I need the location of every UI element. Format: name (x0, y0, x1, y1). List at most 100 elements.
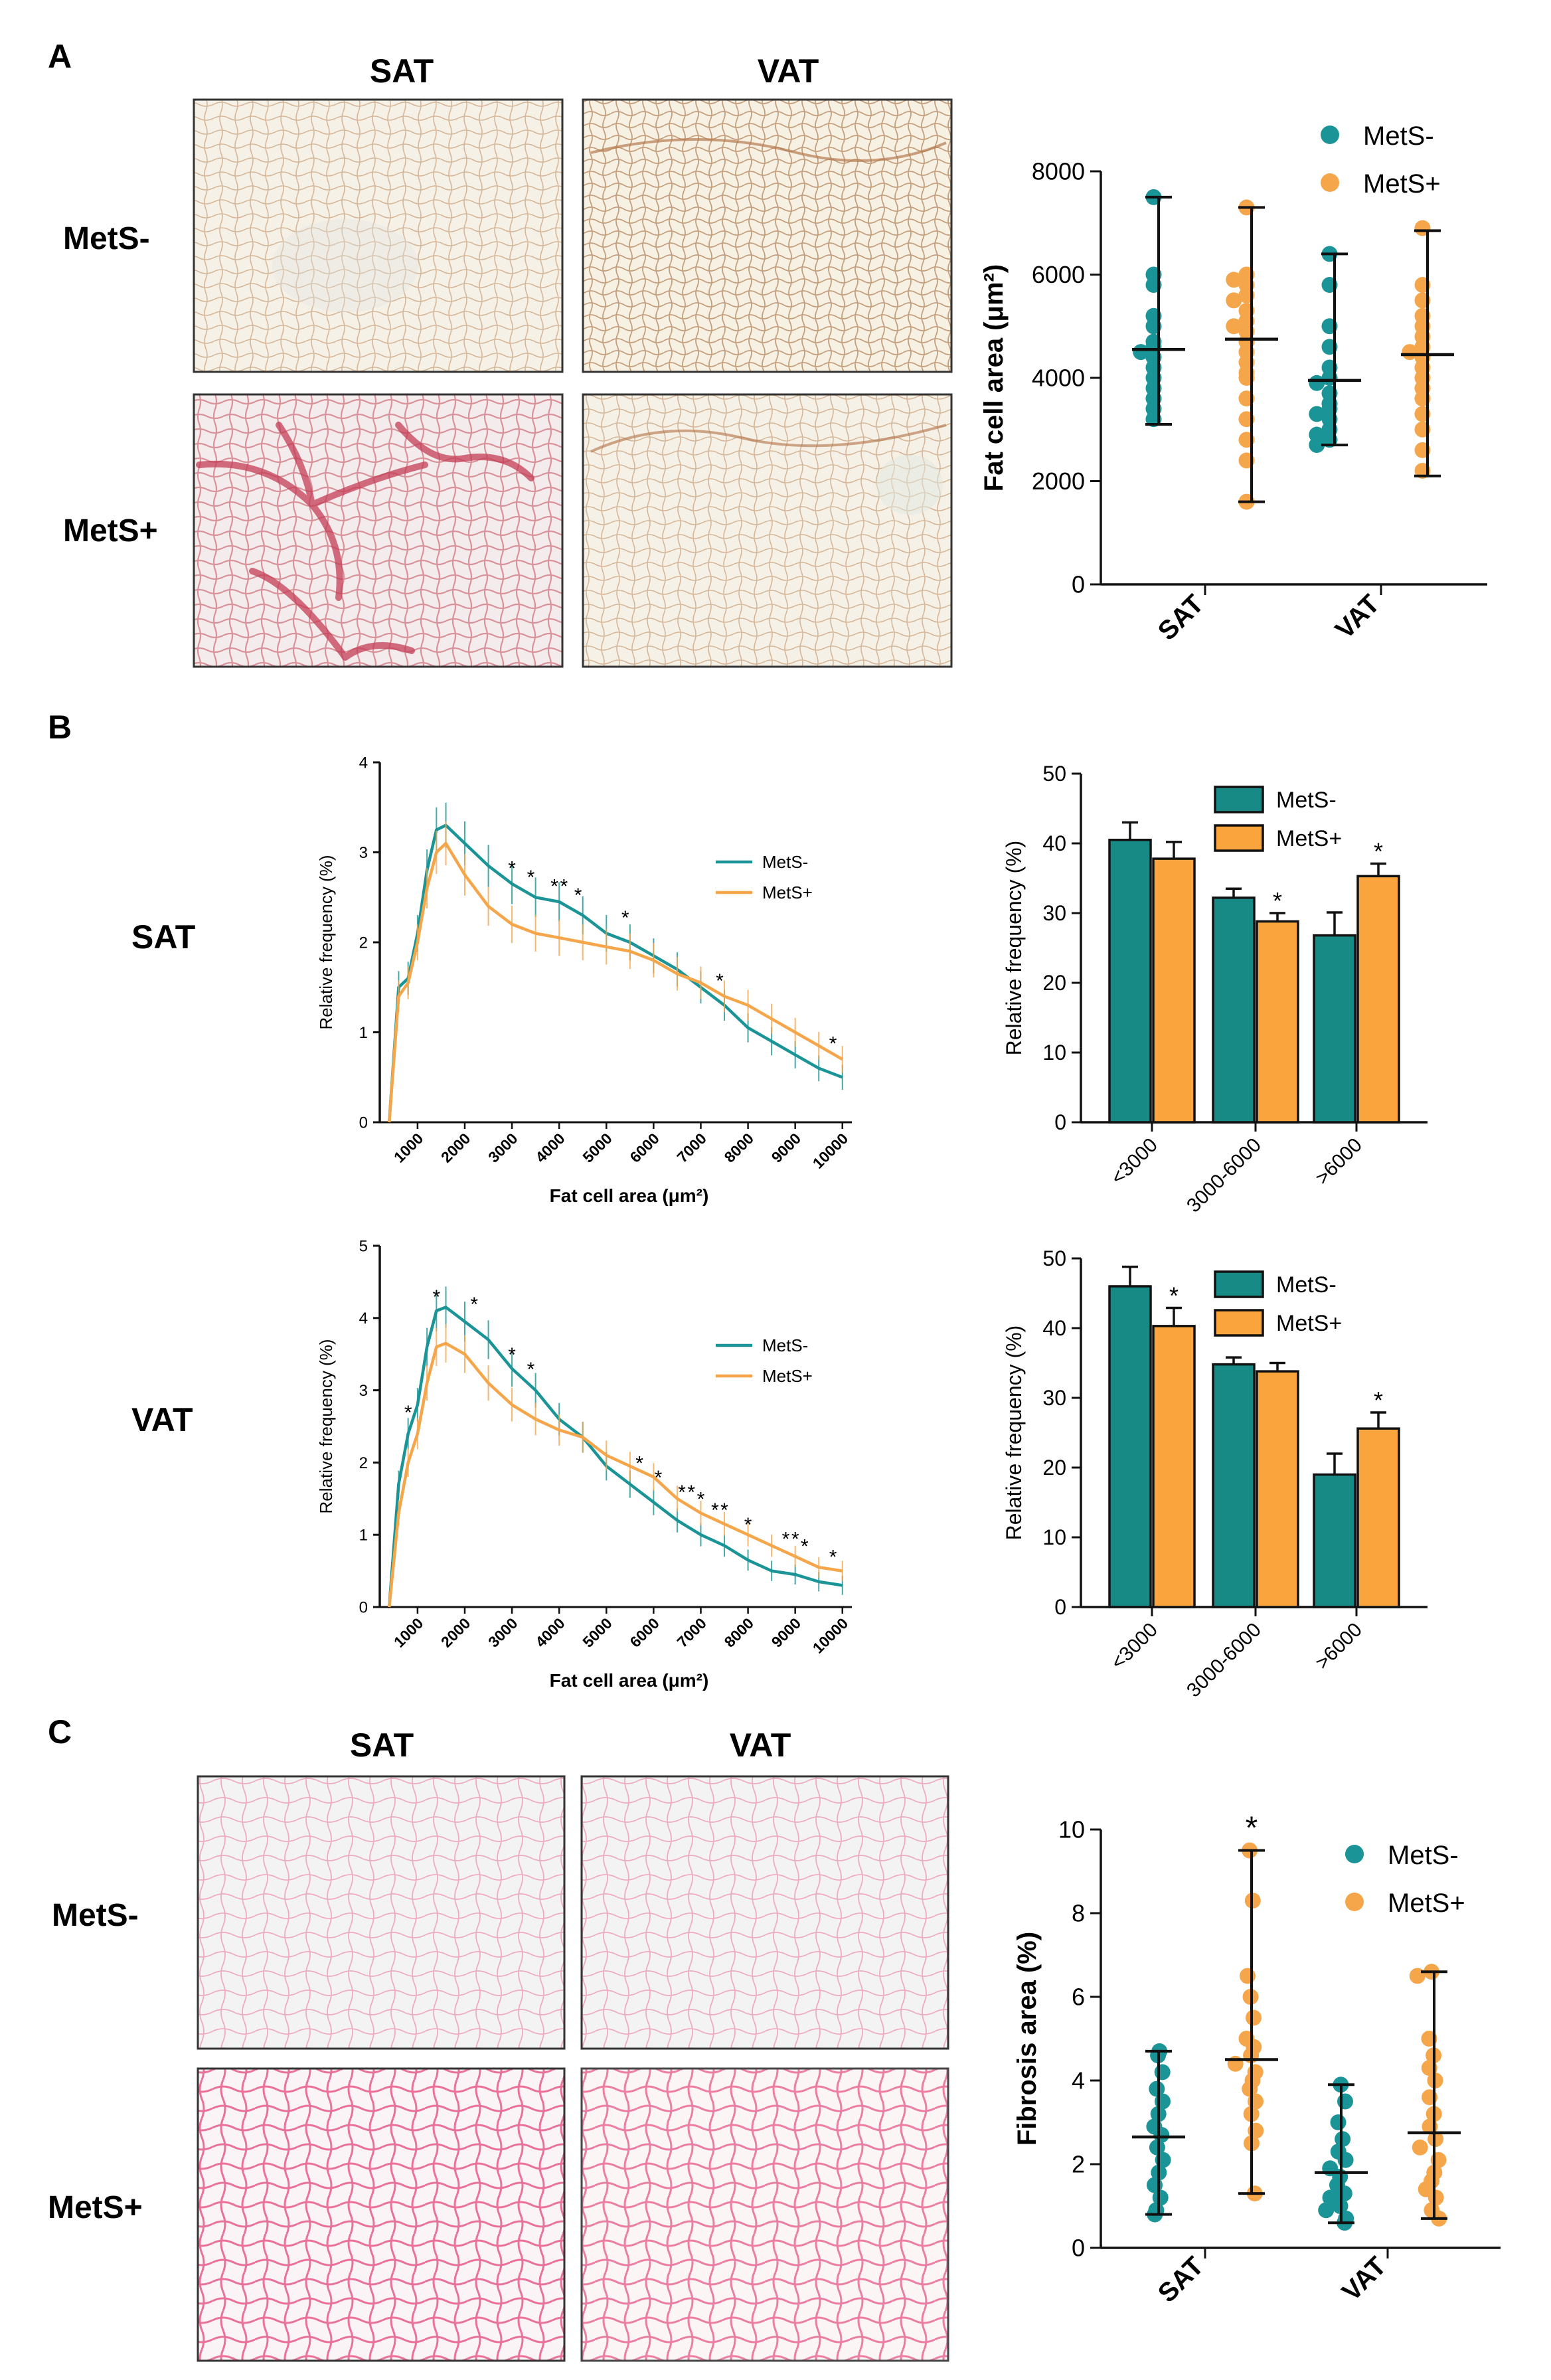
significance-mark: * (711, 1499, 719, 1521)
x-tick-label: 5000 (579, 1130, 615, 1166)
panel-label-a: A (48, 38, 72, 75)
x-tick-label: 10000 (809, 1614, 852, 1657)
panel-c-col-header-vat: VAT (730, 1727, 791, 1764)
x-tick-label: 4000 (532, 1614, 568, 1651)
y-tick-label: 2 (1072, 2151, 1085, 2178)
y-tick-label: 4 (359, 1310, 368, 1327)
x-tick-label: 6000 (626, 1130, 663, 1166)
y-tick-label: 1 (359, 1527, 368, 1545)
series-line (387, 841, 843, 1123)
significance-mark: * (560, 875, 568, 897)
x-tick-label: 3000 (485, 1614, 521, 1651)
legend-marker (1321, 173, 1339, 192)
x-category-label: >6000 (1311, 1619, 1366, 1674)
x-tick-label: 1000 (390, 1614, 427, 1651)
bar (1152, 857, 1196, 1124)
bar (1256, 920, 1299, 1124)
significance-mark: * (550, 875, 558, 897)
y-tick-label: 5 (359, 1237, 368, 1255)
legend-label: MetS+ (1276, 826, 1342, 851)
significance-mark: * (1169, 1282, 1179, 1310)
legend-label: MetS+ (762, 883, 813, 902)
significance-mark: * (791, 1529, 799, 1551)
significance-mark: * (1246, 1811, 1258, 1846)
legend-label: MetS+ (1388, 1889, 1465, 1918)
chart-b-sat-distribution: 0 1 2 3 4 Relative frequency (%) 1000 2000 3000 4… (316, 754, 852, 1206)
legend-label: MetS+ (1276, 1311, 1342, 1336)
panel-b-row-label-vat: VAT (131, 1401, 193, 1438)
legend-marker (1345, 1845, 1364, 1863)
y-tick-label: 4 (1072, 2067, 1085, 2094)
bar (1212, 1363, 1256, 1608)
chart-a-fat-cell-area: 0 2000 4000 6000 8000 Fat cell area (μm²) SAT V… (979, 122, 1487, 646)
panel-label-c: C (48, 1713, 72, 1750)
legend-marker (1321, 126, 1339, 144)
significance-mark: * (782, 1529, 790, 1551)
panel-label-b: B (48, 709, 72, 746)
bar (1152, 1325, 1196, 1608)
legend-label: MetS- (1276, 1272, 1337, 1298)
x-axis-label: Fat cell area (μm²) (550, 1185, 709, 1206)
panel-a-row-header-mets-minus: MetS- (63, 221, 150, 256)
legend-marker (1345, 1893, 1364, 1911)
data-point (1428, 2189, 1444, 2206)
bar (1313, 934, 1356, 1124)
legend-marker (1214, 1270, 1264, 1298)
significance-mark: * (1273, 887, 1282, 914)
x-tick-label: 6000 (626, 1614, 663, 1651)
chart-b-sat-bins: 0 10 20 30 40 50 Relative frequency (%) <3000 30… (1002, 762, 1428, 1217)
y-axis-label: Relative frequency (%) (316, 1339, 336, 1514)
significance-mark: * (432, 1286, 440, 1308)
panel-c-col-header-sat: SAT (350, 1727, 414, 1764)
legend-label: MetS- (762, 1335, 808, 1355)
x-tick-label: 8000 (721, 1130, 758, 1166)
x-tick-label: 2000 (438, 1130, 474, 1166)
significance-mark: * (574, 885, 582, 906)
y-tick-label: 0 (1054, 1595, 1066, 1619)
significance-mark: * (404, 1402, 412, 1424)
series-line (387, 823, 843, 1123)
x-tick-label: 3000 (485, 1130, 521, 1166)
x-tick-label: 9000 (768, 1614, 805, 1651)
data-point (1242, 2081, 1258, 2097)
x-tick-label: 2000 (438, 1614, 474, 1651)
y-tick-label: 30 (1042, 1386, 1066, 1410)
legend-label: MetS+ (762, 1366, 813, 1386)
micrograph-a-vat-mets-minus (582, 98, 953, 373)
y-tick-label: 10 (1042, 1525, 1066, 1549)
legend-label: MetS- (762, 852, 808, 872)
micrograph-c-sat-mets-plus (197, 2067, 566, 2362)
data-point (1337, 2093, 1353, 2110)
y-tick-label: 50 (1042, 1246, 1066, 1270)
data-point (1428, 2131, 1444, 2148)
panel-c-row-header-mets-plus: MetS+ (48, 2190, 143, 2225)
y-tick-label: 10 (1058, 1816, 1085, 1843)
significance-mark: * (678, 1482, 686, 1503)
panel-c-row-header-mets-minus: MetS- (52, 1898, 139, 1933)
panel-b-row-label-sat: SAT (131, 918, 195, 956)
micrograph-a-vat-mets-plus (582, 393, 953, 668)
data-point (1330, 2114, 1347, 2130)
y-tick-label: 2 (359, 934, 368, 952)
y-tick-label: 8 (1072, 1900, 1085, 1927)
significance-mark: * (527, 1359, 535, 1381)
x-category-label: 3000-6000 (1183, 1134, 1265, 1217)
significance-mark: * (635, 1452, 643, 1474)
bar (1356, 875, 1400, 1124)
y-tick-label: 0 (1072, 2235, 1085, 2262)
y-tick-label: 3 (359, 844, 368, 862)
data-point (1226, 318, 1242, 335)
data-point (1154, 2064, 1171, 2081)
legend-marker (1214, 1309, 1264, 1337)
significance-mark: * (470, 1294, 478, 1316)
significance-mark: * (744, 1514, 752, 1536)
y-axis-label: Relative frequency (%) (1002, 1325, 1026, 1541)
panel-a-col-header-sat: SAT (370, 52, 434, 90)
bar (1356, 1427, 1400, 1608)
x-category-label: VAT (1337, 2251, 1392, 2306)
bar (1313, 1473, 1356, 1608)
y-tick-label: 40 (1042, 1316, 1066, 1340)
y-tick-label: 0 (1072, 571, 1085, 598)
significance-mark: * (508, 857, 516, 879)
